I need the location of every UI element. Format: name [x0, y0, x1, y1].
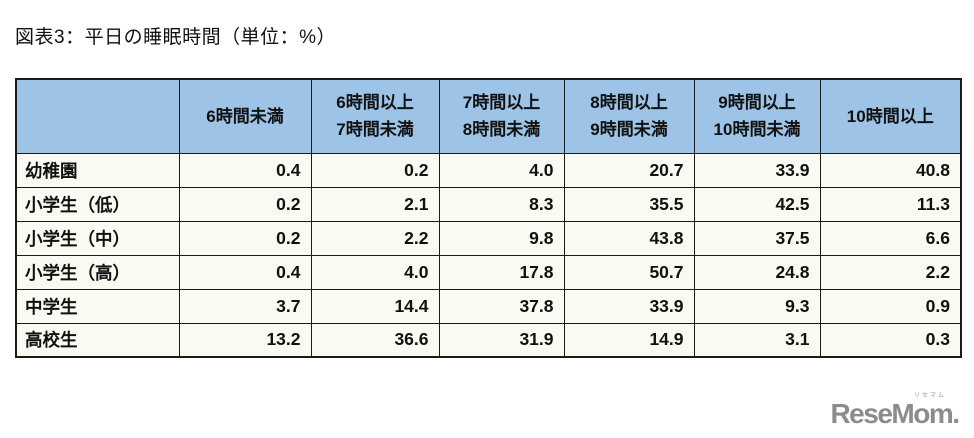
data-cell: 8.3: [438, 186, 565, 222]
header-row: 6時間未満 6時間以上 7時間未満 7時間以上 8時間未満 8時間以上 9時間未…: [15, 78, 962, 154]
data-cell: 0.2: [310, 152, 440, 188]
table-row-elementary-middle: 小学生（中） 0.2 2.2 9.8 43.8 37.5 6.6: [15, 220, 962, 256]
row-label: 幼稚園: [15, 152, 180, 188]
figure-title: 図表3：平日の睡眠時間（単位：%）: [15, 27, 336, 48]
data-cell: 17.8: [438, 254, 565, 290]
row-label: 小学生（中）: [15, 220, 180, 256]
table-row-elementary-upper: 小学生（高） 0.4 4.0 17.8 50.7 24.8 2.2: [15, 254, 962, 290]
data-cell: 3.7: [178, 288, 312, 324]
table-body: 幼稚園 0.4 0.2 4.0 20.7 33.9 40.8 小学生（低） 0.…: [15, 152, 962, 358]
row-label: 高校生: [15, 322, 180, 358]
data-cell: 50.7: [563, 254, 695, 290]
column-header-under6h: 6時間未満: [178, 78, 312, 154]
data-cell: 0.4: [178, 254, 312, 290]
data-cell: 4.0: [310, 254, 440, 290]
data-cell: 0.2: [178, 220, 312, 256]
data-cell: 4.0: [438, 152, 565, 188]
table-row-kindergarten: 幼稚園 0.4 0.2 4.0 20.7 33.9 40.8: [15, 152, 962, 188]
data-cell: 9.3: [693, 288, 821, 324]
row-label: 中学生: [15, 288, 180, 324]
data-cell: 37.5: [693, 220, 821, 256]
sleep-time-table: 6時間未満 6時間以上 7時間未満 7時間以上 8時間未満 8時間以上 9時間未…: [15, 78, 962, 358]
row-label: 小学生（低）: [15, 186, 180, 222]
resemom-logo-ruby-text: リセマム: [913, 393, 946, 399]
data-cell: 33.9: [693, 152, 821, 188]
column-header-blank: [15, 78, 180, 154]
column-header-7to8h: 7時間以上 8時間未満: [438, 78, 565, 154]
resemom-logo-text: ReseMom: [830, 398, 953, 429]
data-cell: 0.9: [819, 288, 962, 324]
data-cell: 31.9: [438, 322, 565, 358]
data-cell: 0.2: [178, 186, 312, 222]
data-cell: 9.8: [438, 220, 565, 256]
data-cell: 2.2: [310, 220, 440, 256]
data-cell: 33.9: [563, 288, 695, 324]
data-cell: 2.1: [310, 186, 440, 222]
data-cell: 35.5: [563, 186, 695, 222]
table-row-elementary-lower: 小学生（低） 0.2 2.1 8.3 35.5 42.5 11.3: [15, 186, 962, 222]
data-cell: 14.4: [310, 288, 440, 324]
data-cell: 42.5: [693, 186, 821, 222]
data-cell: 40.8: [819, 152, 962, 188]
data-cell: 2.2: [819, 254, 962, 290]
data-cell: 6.6: [819, 220, 962, 256]
data-cell: 0.4: [178, 152, 312, 188]
data-cell: 36.6: [310, 322, 440, 358]
data-cell: 0.3: [819, 322, 962, 358]
data-cell: 3.1: [693, 322, 821, 358]
data-cell: 20.7: [563, 152, 695, 188]
data-cell: 24.8: [693, 254, 821, 290]
column-header-over10h: 10時間以上: [819, 78, 962, 154]
table-row-junior-high: 中学生 3.7 14.4 37.8 33.9 9.3 0.9: [15, 288, 962, 324]
data-cell: 13.2: [178, 322, 312, 358]
data-cell: 14.9: [563, 322, 695, 358]
resemom-logo-dot: .: [952, 398, 960, 429]
column-header-9to10h: 9時間以上 10時間未満: [693, 78, 821, 154]
table-header: 6時間未満 6時間以上 7時間未満 7時間以上 8時間未満 8時間以上 9時間未…: [15, 78, 962, 154]
row-label: 小学生（高）: [15, 254, 180, 290]
data-cell: 37.8: [438, 288, 565, 324]
resemom-logo: リセマム ReseMom.: [830, 393, 960, 429]
column-header-8to9h: 8時間以上 9時間未満: [563, 78, 695, 154]
table-row-high-school: 高校生 13.2 36.6 31.9 14.9 3.1 0.3: [15, 322, 962, 358]
column-header-6to7h: 6時間以上 7時間未満: [310, 78, 440, 154]
data-cell: 43.8: [563, 220, 695, 256]
data-cell: 11.3: [819, 186, 962, 222]
